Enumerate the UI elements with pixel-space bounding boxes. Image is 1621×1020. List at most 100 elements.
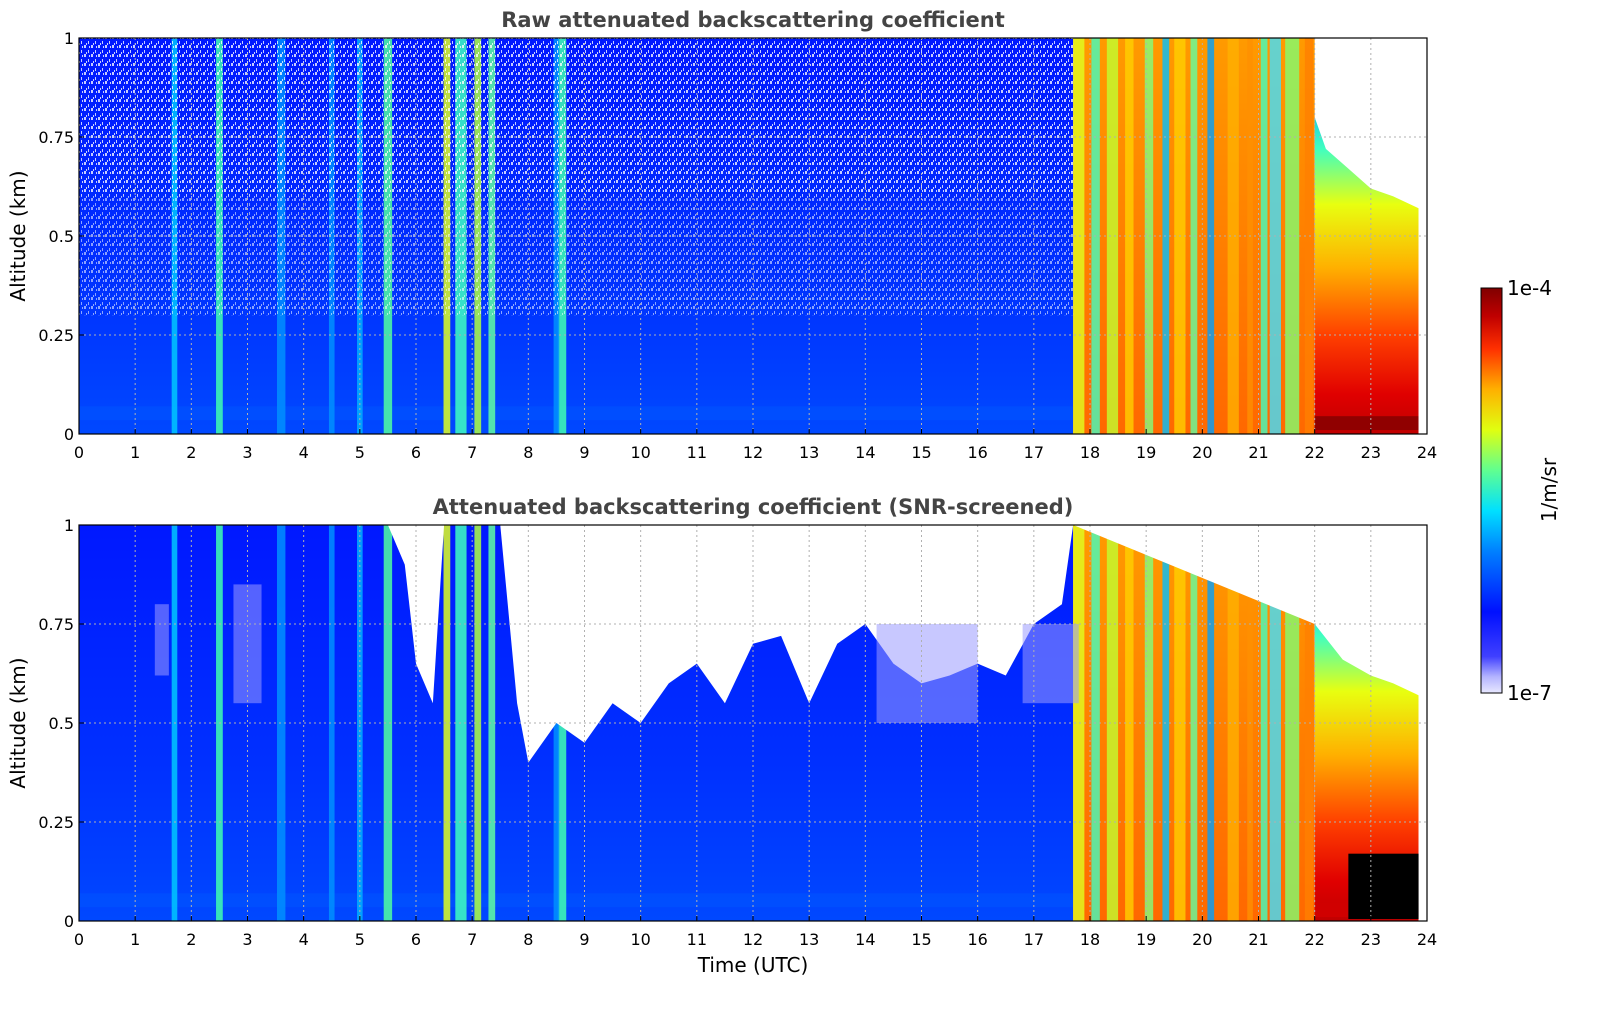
surface-max — [1314, 416, 1419, 431]
signal-streak — [1285, 38, 1300, 434]
noise-speckle — [79, 38, 1074, 197]
x-tick-label: 22 — [1304, 443, 1324, 462]
x-tick-label: 17 — [1024, 930, 1044, 949]
x-tick-label: 1 — [130, 930, 140, 949]
x-tick-label: 22 — [1304, 930, 1324, 949]
signal-streak — [1227, 525, 1239, 921]
signal-streak — [1190, 38, 1198, 434]
x-tick-label: 12 — [743, 443, 763, 462]
signal-streak — [1073, 38, 1085, 434]
low-snr-patch — [154, 604, 169, 676]
x-tick-label: 12 — [743, 930, 763, 949]
signal-streak — [1106, 525, 1119, 921]
x-tick-label: 4 — [299, 930, 309, 949]
x-tick-label: 9 — [579, 443, 589, 462]
x-tick-label: 2 — [186, 930, 196, 949]
x-tick-label: 4 — [299, 443, 309, 462]
y-axis-label: Altitude (km) — [6, 657, 30, 788]
signal-streak — [328, 525, 335, 921]
x-tick-label: 8 — [523, 930, 533, 949]
signal-streak — [443, 525, 451, 921]
x-tick-label: 23 — [1361, 930, 1381, 949]
colorbar-gradient — [1480, 287, 1503, 694]
y-tick-label: 0.75 — [38, 615, 74, 634]
x-tick-label: 5 — [355, 930, 365, 949]
screened-mask — [79, 525, 1419, 763]
x-tick-label: 7 — [467, 930, 477, 949]
signal-streak — [383, 525, 393, 921]
x-tick-label: 18 — [1080, 930, 1100, 949]
x-tick-label: 0 — [74, 930, 84, 949]
x-tick-label: 13 — [799, 443, 819, 462]
signal-streak — [488, 525, 496, 921]
low-snr-patch — [233, 584, 262, 704]
gridlines — [79, 38, 1427, 434]
x-tick-label: 17 — [1024, 443, 1044, 462]
x-tick-label: 16 — [967, 443, 987, 462]
x-axis-label: Time (UTC) — [697, 953, 809, 977]
x-tick-label: 16 — [967, 930, 987, 949]
y-tick-label: 0.25 — [38, 813, 74, 832]
x-tick-label: 11 — [687, 930, 707, 949]
x-tick-label: 6 — [411, 443, 421, 462]
y-axis-label: Altitude (km) — [6, 170, 30, 301]
x-tick-label: 18 — [1080, 443, 1100, 462]
x-tick-label: 14 — [855, 930, 875, 949]
x-tick-label: 13 — [799, 930, 819, 949]
snr-screened-panel: Attenuated backscattering coefficient (S… — [6, 495, 1437, 977]
x-tick-label: 24 — [1417, 443, 1437, 462]
x-tick-label: 2 — [186, 443, 196, 462]
signal-streak — [474, 525, 482, 921]
x-tick-label: 0 — [74, 443, 84, 462]
signal-streak — [1144, 38, 1154, 434]
colorbar-units-label: 1/m/sr — [1537, 457, 1561, 522]
x-tick-label: 3 — [242, 930, 252, 949]
y-axis-ticks: 0 0.25 0.5 0.75 1 — [38, 29, 84, 444]
gridlines — [79, 525, 1427, 921]
y-tick-label: 0.5 — [49, 227, 74, 246]
x-tick-label: 24 — [1417, 930, 1437, 949]
raw-backscatter-panel: Raw attenuated backscattering coefficien… — [6, 8, 1437, 462]
signal-streak — [1144, 525, 1154, 921]
y-tick-label: 1 — [64, 516, 74, 535]
signal-streak — [1190, 525, 1198, 921]
x-tick-label: 9 — [579, 930, 589, 949]
x-axis-ticks: 0 1 2 3 4 5 6 7 8 9 10 11 12 13 14 15 16 17 18 19 20 21 22 23 24 — [74, 429, 1437, 462]
colorbar-min-label: 1e-7 — [1507, 681, 1552, 705]
low-snr-patch — [876, 624, 978, 723]
x-tick-label: 6 — [411, 930, 421, 949]
signal-streak — [1106, 38, 1119, 434]
no-data-region — [1418, 38, 1427, 434]
x-tick-label: 21 — [1248, 930, 1268, 949]
signal-streak — [1227, 38, 1239, 434]
x-axis-ticks: 0 1 2 3 4 5 6 7 8 9 10 11 12 13 14 15 16 17 18 19 20 21 22 23 24 — [74, 916, 1437, 949]
signal-streak — [1073, 525, 1085, 921]
y-tick-label: 0.5 — [49, 714, 74, 733]
x-tick-label: 21 — [1248, 443, 1268, 462]
surface-band — [79, 406, 1074, 421]
x-tick-label: 20 — [1192, 930, 1212, 949]
no-data-region — [1418, 525, 1427, 921]
signal-streak — [276, 525, 286, 921]
saturation-block — [1348, 853, 1419, 920]
y-tick-label: 0.75 — [38, 128, 74, 147]
x-tick-label: 15 — [911, 930, 931, 949]
x-tick-label: 10 — [630, 443, 650, 462]
low-snr-patch — [1022, 624, 1079, 704]
y-axis-ticks: 0 0.25 0.5 0.75 1 — [38, 516, 84, 931]
x-tick-label: 23 — [1361, 443, 1381, 462]
x-tick-label: 1 — [130, 443, 140, 462]
y-tick-label: 0 — [64, 425, 74, 444]
y-tick-label: 0 — [64, 912, 74, 931]
surface-band — [79, 893, 1074, 908]
x-tick-label: 19 — [1136, 930, 1156, 949]
x-tick-label: 3 — [242, 443, 252, 462]
x-tick-label: 7 — [467, 443, 477, 462]
colorbar: 1e-4 1e-7 1/m/sr — [1480, 276, 1561, 705]
x-tick-label: 19 — [1136, 443, 1156, 462]
colorbar-max-label: 1e-4 — [1507, 276, 1552, 300]
x-tick-label: 11 — [687, 443, 707, 462]
x-tick-label: 10 — [630, 930, 650, 949]
chart-title: Raw attenuated backscattering coefficien… — [501, 8, 1005, 32]
